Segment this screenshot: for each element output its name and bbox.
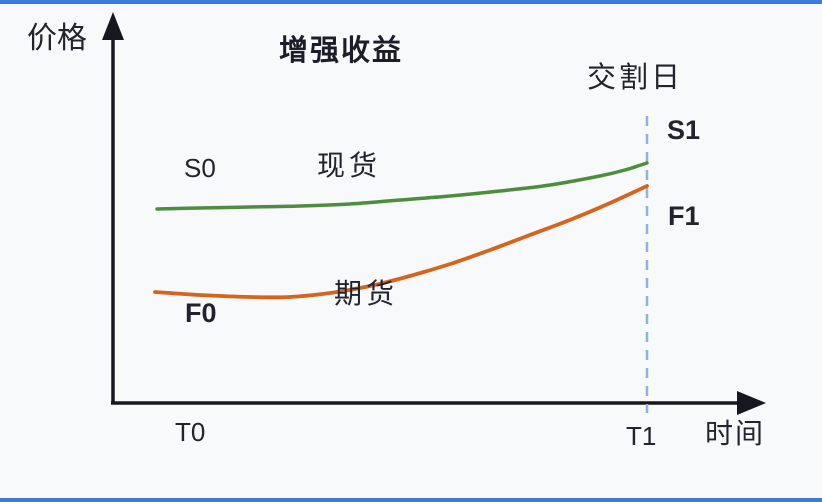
futures-price-curve: [153, 184, 649, 300]
spot-price-curve: [155, 161, 649, 211]
x-axis-arrowhead-icon: [737, 391, 766, 415]
x-tick-t0: T0: [175, 417, 206, 447]
delivery-day-label: 交割日: [587, 62, 684, 94]
bottom-edge-bar: [0, 498, 822, 502]
x-axis-title: 时间: [705, 418, 766, 449]
spot-series-label: 现货: [317, 150, 382, 181]
x-tick-t1: T1: [626, 421, 657, 451]
y-axis-arrowhead-icon: [102, 12, 124, 40]
futures-start-label: F0: [185, 298, 217, 328]
spot-start-label: S0: [184, 153, 216, 183]
top-edge-bar: [0, 0, 822, 4]
y-axis-title: 价格: [27, 22, 87, 55]
chart-title: 增强收益: [279, 35, 404, 67]
futures-end-label: F1: [668, 201, 700, 231]
spot-end-label: S1: [667, 115, 701, 145]
futures-series-label: 期货: [334, 278, 399, 309]
